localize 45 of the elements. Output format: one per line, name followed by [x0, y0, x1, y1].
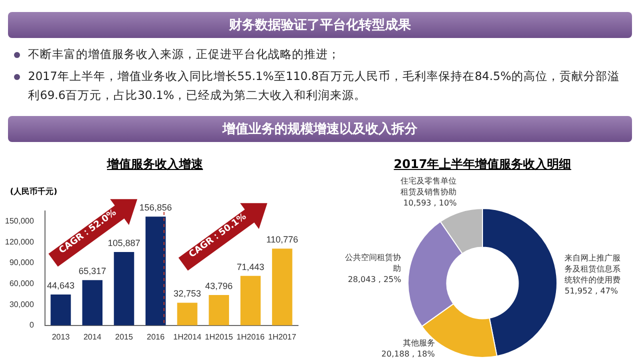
- y-axis-title: (人民币千元): [10, 186, 58, 197]
- y-tick-label: 30,000: [9, 300, 34, 309]
- bar: [114, 252, 134, 326]
- data-label: 32,753: [174, 288, 202, 299]
- chart-title: 2017年上半年增值服务收入明细: [392, 156, 572, 173]
- text: 2017年上半年，增值业务收入同比增长55.1%至110.8百万元人民币，毛利率保持在84.5%的高位，贡献分部溢利69.6百万元，占比30.1%，已经成为第二大收入和利润来源。: [28, 68, 620, 104]
- bar: [82, 280, 102, 326]
- x-tick-label: 2016: [146, 332, 166, 342]
- bar: [50, 294, 71, 326]
- slice-label: 其他服务: [402, 338, 435, 348]
- text: 财务数据验证了平台化转型成果: [8, 12, 632, 38]
- data-label: 20,188 , 18%: [381, 350, 436, 359]
- x-tick-label: 1H2014: [173, 332, 202, 342]
- text: 不断丰富的增值服务收入来源，正促进平台化战略的推进；: [28, 46, 340, 63]
- x-tick-label: 1H2016: [236, 332, 266, 342]
- data-label: 156,856: [139, 202, 172, 213]
- x-tick-label: 1H2017: [268, 332, 297, 342]
- chart-title: 增值服务收入增速: [106, 156, 204, 173]
- x-tick-label: 1H2015: [204, 332, 234, 342]
- y-tick-label: 150,000: [4, 216, 34, 226]
- bar: [240, 276, 261, 326]
- y-tick-label: 60,000: [9, 279, 34, 288]
- data-label: 105,887: [108, 238, 140, 248]
- bar: [208, 295, 230, 326]
- y-tick-label: 0: [29, 320, 34, 330]
- slice-label: 来自网上推广服务及租赁信息系统软件的使用费: [564, 254, 621, 285]
- text: 增值业务的规模增速以及收入拆分: [8, 116, 632, 142]
- slice-label: 住宅及零售单位租赁及销售协助: [400, 176, 457, 197]
- data-label: 44,643: [46, 280, 74, 290]
- data-label: 43,796: [205, 281, 233, 292]
- data-label: 10,593 , 10%: [403, 198, 458, 208]
- x-tick-label: 2013: [52, 332, 70, 342]
- slice-label: 公共空间租赁协助: [345, 253, 402, 274]
- data-label: 51,952 , 47%: [564, 286, 618, 296]
- data-label: 65,317: [78, 266, 106, 276]
- data-label: 28,043 , 25%: [348, 275, 402, 284]
- x-tick-label: 2015: [115, 332, 134, 342]
- bar: [272, 248, 292, 326]
- x-tick-label: 2014: [83, 332, 102, 342]
- data-label: 110,776: [266, 234, 298, 245]
- bar: [146, 216, 166, 326]
- bar: [177, 302, 198, 326]
- y-tick-label: 90,000: [9, 258, 34, 268]
- data-label: 71,443: [236, 262, 264, 272]
- y-tick-label: 120,000: [4, 237, 34, 246]
